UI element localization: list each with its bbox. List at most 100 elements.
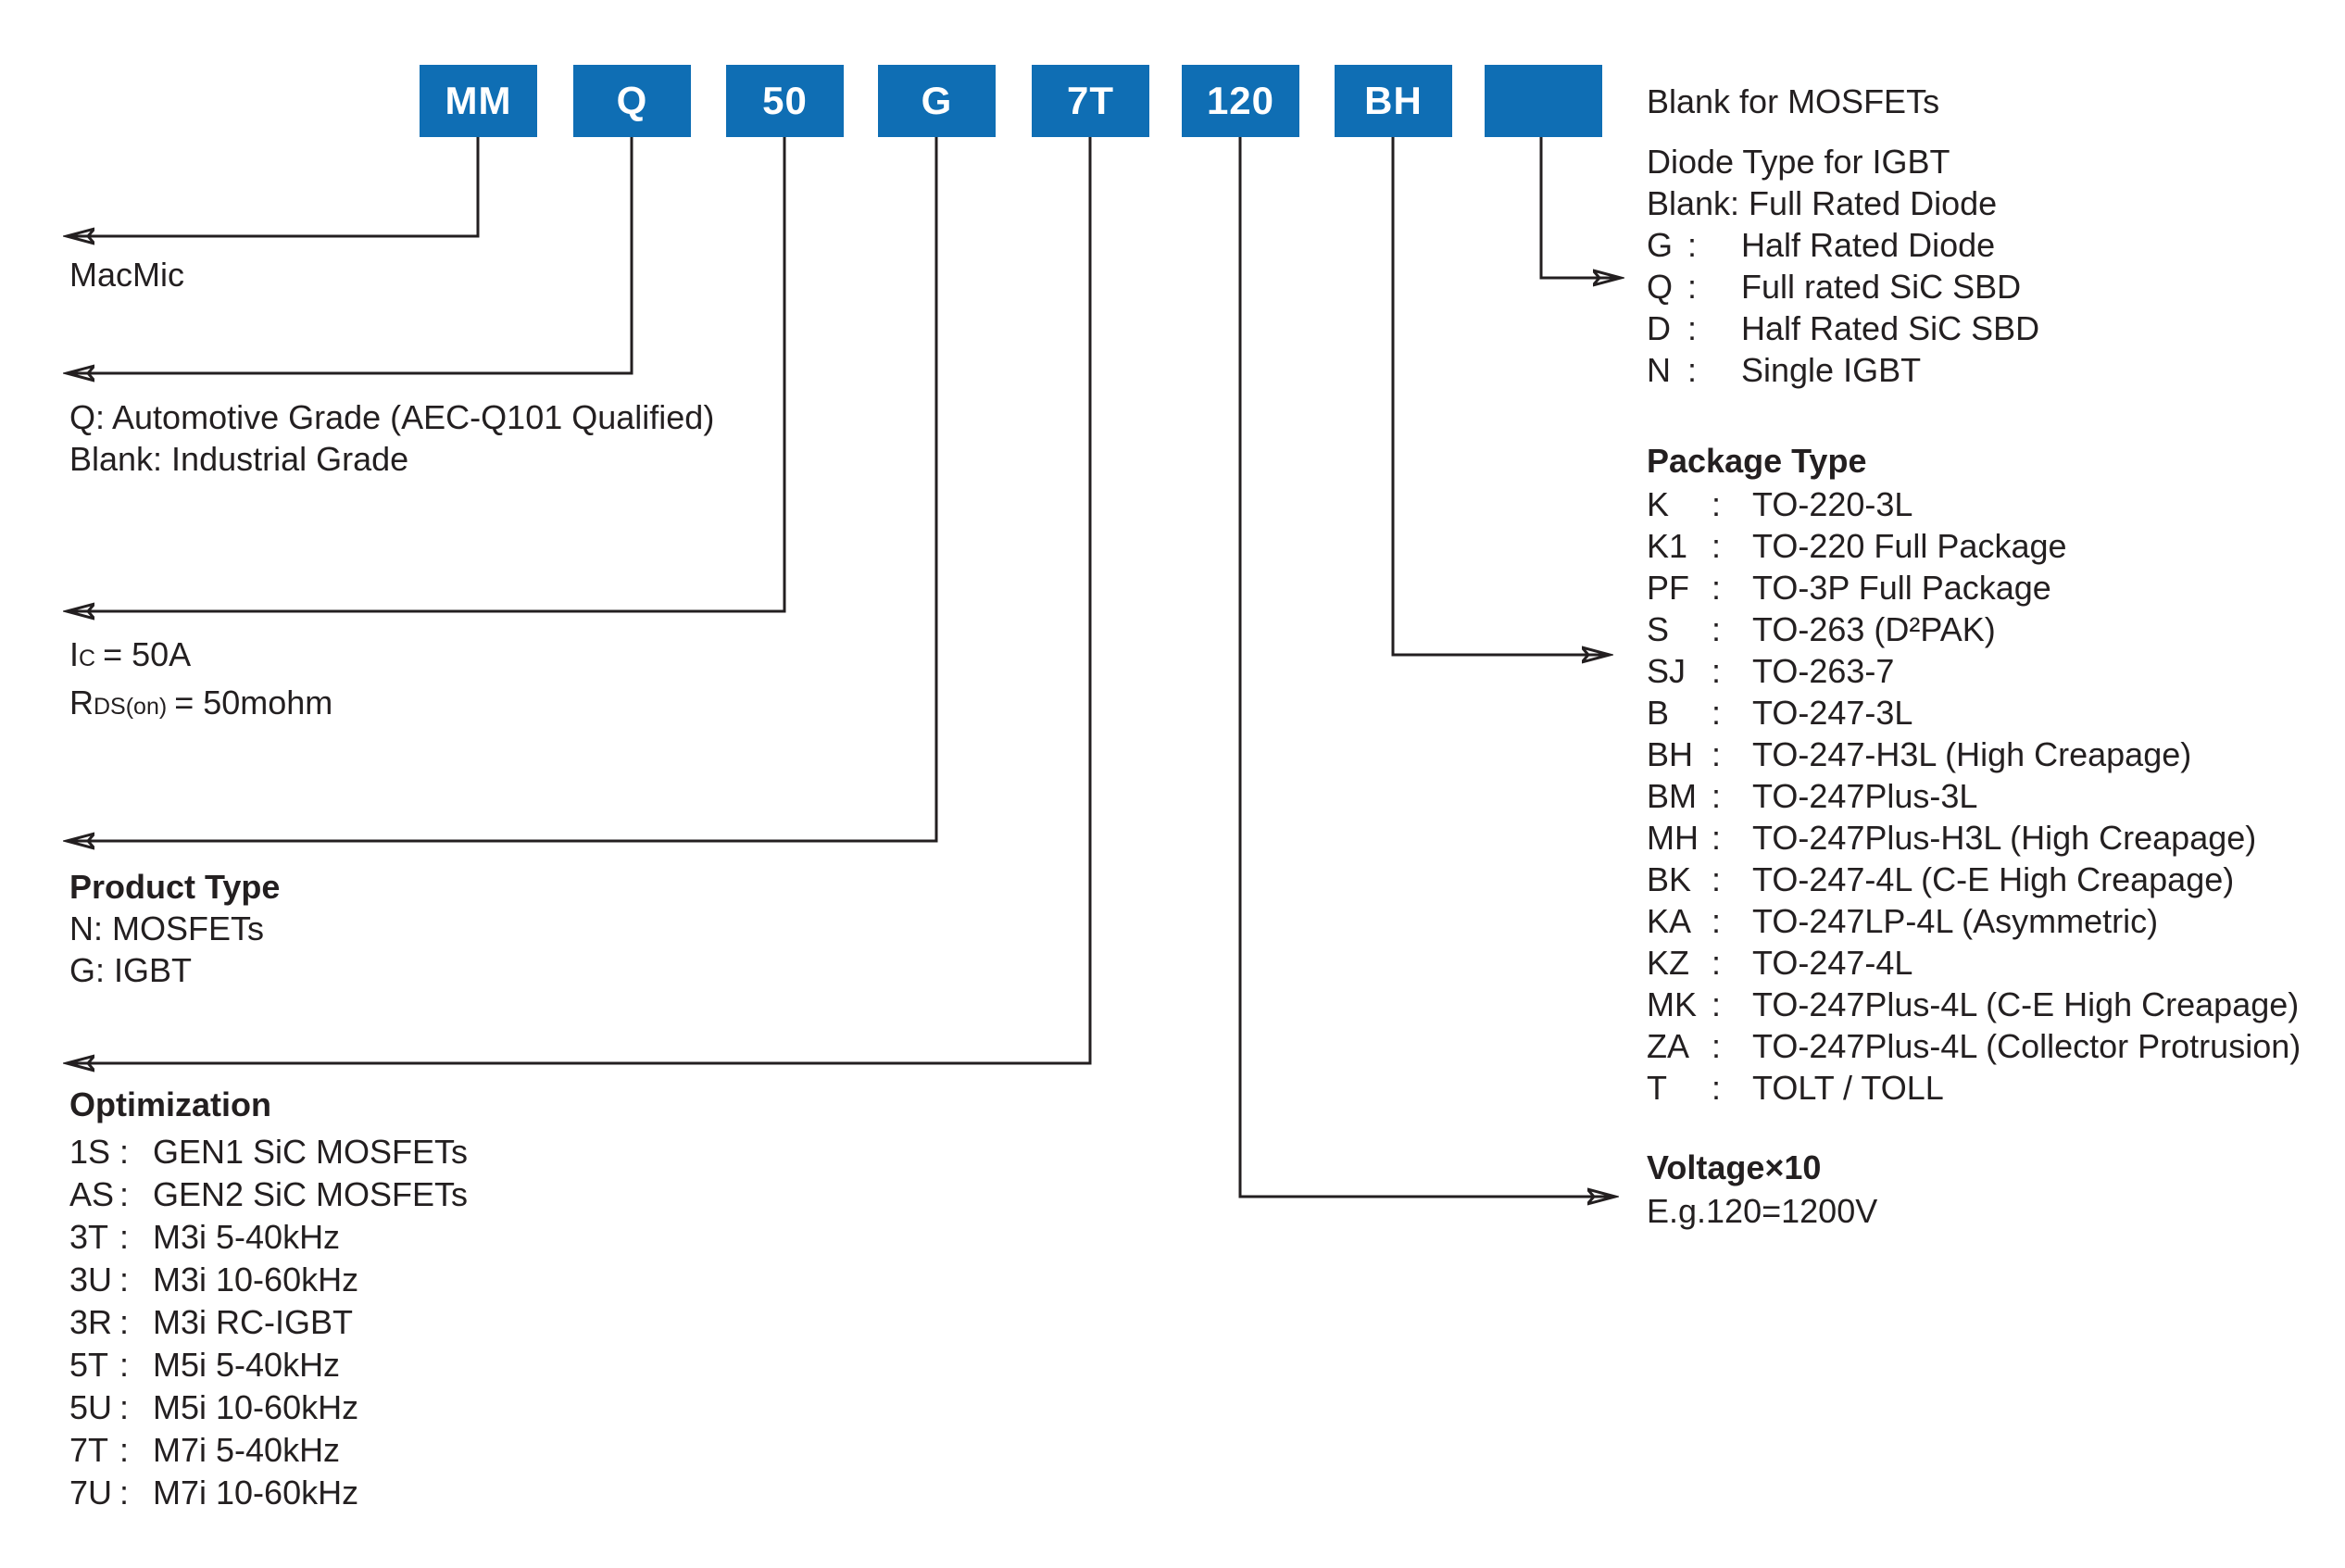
grade-block: Q: Automotive Grade (AEC-Q101 Qualified)…: [69, 396, 714, 480]
optimization-row: 7U: M7i 10-60kHz: [69, 1472, 468, 1514]
colon: :: [1712, 610, 1722, 648]
segment-box-optimization: 7T: [1032, 65, 1149, 137]
package-desc: TO-247-3L: [1752, 694, 1913, 732]
optimization-code: 7T: [69, 1431, 109, 1469]
package-row: S: TO-263 (D²PAK): [1647, 608, 2301, 650]
package-code: PF: [1647, 569, 1690, 607]
package-code: BK: [1647, 860, 1692, 898]
package-row: KZ: TO-247-4L: [1647, 942, 2301, 984]
diode-type-row: Q: Full rated SiC SBD: [1647, 266, 2039, 307]
product-type-list: N: MOSFETs G: IGBT: [69, 908, 264, 991]
package-desc: TO-220-3L: [1752, 485, 1913, 523]
ratings-block: IC = 50A RDS(on) = 50mohm: [69, 633, 332, 729]
package-desc: TO-263 (D²PAK): [1752, 610, 1996, 648]
package-desc: TO-247-4L (C-E High Creapage): [1752, 860, 2235, 898]
optimization-desc: M5i 10-60kHz: [153, 1388, 359, 1426]
optimization-row: 3T: M3i 5-40kHz: [69, 1216, 468, 1259]
optimization-row: AS: GEN2 SiC MOSFETs: [69, 1173, 468, 1216]
colon: :: [119, 1474, 130, 1512]
colon: :: [1712, 819, 1722, 857]
optimization-row: 1S: GEN1 SiC MOSFETs: [69, 1131, 468, 1173]
package-code: BH: [1647, 735, 1694, 773]
arrow-voltage: [1238, 137, 1615, 1197]
package-type-title: Package Type: [1647, 442, 1867, 480]
package-desc: TO-247Plus-4L (Collector Protrusion): [1752, 1027, 2301, 1065]
package-row: MH: TO-247Plus-H3L (High Creapage): [1647, 817, 2301, 859]
package-row: B: TO-247-3L: [1647, 692, 2301, 734]
optimization-code: AS: [69, 1175, 115, 1213]
diode-type-block: Diode Type for IGBT Blank: Full Rated Di…: [1647, 141, 2039, 391]
rdson-subscript: DS(on): [94, 694, 168, 720]
colon: :: [1712, 652, 1722, 690]
brand-label: MacMic: [69, 256, 184, 294]
optimization-code: 3U: [69, 1261, 113, 1298]
mosfet-blank-note: Blank for MOSFETs: [1647, 82, 1940, 120]
colon: :: [1687, 309, 1698, 347]
optimization-row: 7T: M7i 5-40kHz: [69, 1429, 468, 1472]
colon: :: [119, 1218, 130, 1256]
arrow-product-type: [67, 137, 938, 841]
optimization-desc: GEN1 SiC MOSFETs: [153, 1133, 469, 1171]
collector-current-rating: IC = 50A: [69, 633, 332, 681]
optimization-code: 1S: [69, 1133, 111, 1171]
colon: :: [1712, 944, 1722, 982]
colon: :: [1687, 268, 1698, 306]
colon: :: [1687, 226, 1698, 264]
package-row: PF: TO-3P Full Package: [1647, 567, 2301, 608]
package-code: MH: [1647, 819, 1699, 857]
package-row: K: TO-220-3L: [1647, 483, 2301, 525]
arrow-package: [1391, 137, 1610, 655]
colon: :: [119, 1133, 130, 1171]
package-row: K1: TO-220 Full Package: [1647, 525, 2301, 567]
arrow-diode-type: [1539, 137, 1621, 278]
arrow-grade: [67, 137, 633, 373]
colon: :: [1712, 694, 1722, 732]
product-type-title: Product Type: [69, 868, 281, 906]
product-type-mosfets: N: MOSFETs: [69, 909, 265, 947]
optimization-code: 5U: [69, 1388, 113, 1426]
package-desc: TO-247-H3L (High Creapage): [1752, 735, 2192, 773]
voltage-example: E.g.120=1200V: [1647, 1192, 1878, 1230]
optimization-list: 1S: GEN1 SiC MOSFETs AS: GEN2 SiC MOSFETs …: [69, 1131, 468, 1514]
diode-type-subtitle: Blank: Full Rated Diode: [1647, 184, 1998, 222]
diode-type-row: D: Half Rated SiC SBD: [1647, 307, 2039, 349]
package-row: BH: TO-247-H3L (High Creapage): [1647, 734, 2301, 775]
optimization-row: 5U: M5i 10-60kHz: [69, 1386, 468, 1429]
voltage-title: Voltage×10: [1647, 1148, 1822, 1186]
package-row: BM: TO-247Plus-3L: [1647, 775, 2301, 817]
package-desc: TO-247-4L: [1752, 944, 1913, 982]
package-code: K: [1647, 485, 1670, 523]
package-desc: TO-247Plus-4L (C-E High Creapage): [1752, 985, 2300, 1023]
package-desc: TO-3P Full Package: [1752, 569, 2051, 607]
optimization-desc: GEN2 SiC MOSFETs: [153, 1175, 469, 1213]
ic-subscript: C: [79, 646, 96, 671]
colon: :: [1712, 485, 1722, 523]
colon: :: [1712, 1027, 1722, 1065]
package-desc: TO-220 Full Package: [1752, 527, 2067, 565]
package-code: BM: [1647, 777, 1697, 815]
package-row: KA: TO-247LP-4L (Asymmetric): [1647, 900, 2301, 942]
rdson-symbol: R: [69, 684, 94, 721]
colon: :: [119, 1303, 130, 1341]
package-desc: TO-247LP-4L (Asymmetric): [1752, 902, 2159, 940]
package-desc: TOLT / TOLL: [1752, 1069, 1944, 1107]
arrow-optimization: [67, 137, 1092, 1063]
optimization-code: 3R: [69, 1303, 113, 1341]
package-desc: TO-263-7: [1752, 652, 1895, 690]
package-row: T: TOLT / TOLL: [1647, 1067, 2301, 1109]
package-code: ZA: [1647, 1027, 1690, 1065]
arrow-brand: [67, 137, 480, 236]
package-code: T: [1647, 1069, 1667, 1107]
segment-box-package: BH: [1335, 65, 1452, 137]
package-type-list: K: TO-220-3L K1: TO-220 Full Package PF: TO…: [1647, 483, 2301, 1109]
arrow-current: [67, 137, 786, 611]
optimization-code: 7U: [69, 1474, 113, 1512]
diode-desc: Full rated SiC SBD: [1741, 268, 2022, 306]
diode-desc: Half Rated SiC SBD: [1741, 309, 2040, 347]
package-row: ZA: TO-247Plus-4L (Collector Protrusion): [1647, 1025, 2301, 1067]
optimization-desc: M3i 5-40kHz: [153, 1218, 341, 1256]
colon: :: [1712, 860, 1722, 898]
rdson-value: = 50mohm: [174, 684, 333, 721]
diode-desc: Single IGBT: [1741, 351, 1922, 389]
